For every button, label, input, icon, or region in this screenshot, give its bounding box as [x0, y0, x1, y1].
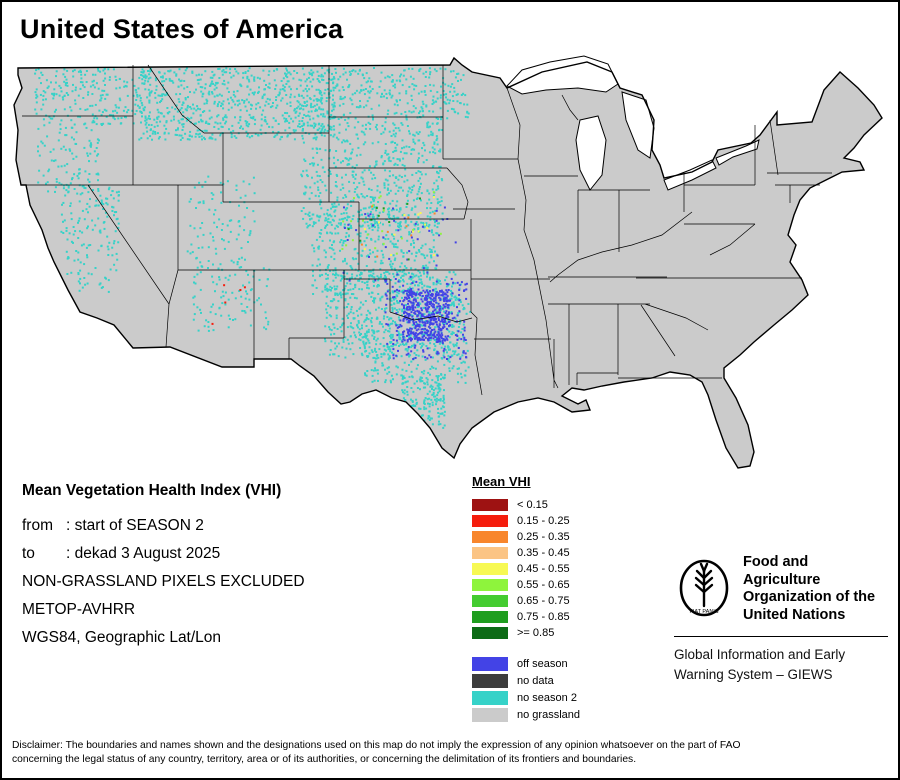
text-line: Warning System – GIEWS — [674, 666, 833, 682]
info-rows: from: start of SEASON 2 to: dekad 3 Augus… — [22, 512, 305, 652]
legend-swatch — [472, 547, 508, 559]
state-borders — [21, 64, 832, 396]
legend-row: no grassland — [472, 706, 580, 723]
giews-caption: Global Information and Early Warning Syst… — [674, 645, 888, 684]
legend-swatch — [472, 690, 508, 705]
legend-label: 0.75 - 0.85 — [517, 611, 570, 623]
legend-swatch — [472, 627, 508, 639]
great-lakes — [506, 55, 760, 191]
info-text: dekad 3 August 2025 — [74, 545, 221, 562]
info-text: : — [66, 517, 75, 534]
text-line: Global Information and Early — [674, 647, 846, 662]
legend-row: 0.65 - 0.75 — [472, 593, 580, 609]
legend-swatch — [472, 563, 508, 575]
disclaimer: Disclaimer: The boundaries and names sho… — [12, 739, 894, 766]
text-line: concerning the legal status of any count… — [12, 753, 637, 765]
lake-huron — [621, 91, 655, 159]
fao-header: FIAT PANIS Food and Agriculture Organizat… — [674, 554, 888, 624]
legend-swatch — [472, 499, 508, 511]
legend-row: off season — [472, 655, 580, 672]
fao-block: FIAT PANIS Food and Agriculture Organizat… — [674, 554, 888, 684]
legend-row: 0.35 - 0.45 — [472, 545, 580, 561]
legend-row: 0.25 - 0.35 — [472, 529, 580, 545]
info-text: from — [22, 517, 53, 534]
fao-org-name: Food and Agriculture Organization of the U… — [743, 554, 888, 624]
page-title: United States of America — [20, 14, 344, 44]
legend-row: 0.55 - 0.65 — [472, 577, 580, 593]
info-row: to: dekad 3 August 2025 — [22, 540, 305, 568]
lake-michigan — [575, 115, 607, 191]
text-line: Food and Agriculture — [743, 554, 821, 588]
info-row: WGS84, Geographic Lat/Lon — [22, 629, 222, 646]
legend-label: no grassland — [517, 708, 580, 721]
legend-swatch — [472, 515, 508, 527]
legend-row: >= 0.85 — [472, 625, 580, 641]
legend-swatch — [472, 673, 508, 688]
legend-row: < 0.15 — [472, 497, 580, 513]
text-line: United Nations — [743, 606, 846, 623]
fao-logo-icon: FIAT PANIS — [679, 559, 729, 617]
legend-label: >= 0.85 — [517, 627, 555, 639]
legend-label: no season 2 — [517, 691, 577, 704]
legend-row: 0.45 - 0.55 — [472, 561, 580, 577]
lake-ontario — [715, 139, 760, 166]
legend-label: 0.25 - 0.35 — [517, 531, 570, 543]
fao-motto: FIAT PANIS — [689, 609, 718, 615]
info-heading: Mean Vegetation Health Index (VHI) — [22, 482, 282, 499]
legend-label: < 0.15 — [517, 499, 548, 511]
legend-swatch — [472, 595, 508, 607]
special-legend-rows: off season no data no season 2 no grassland — [472, 655, 580, 723]
legend-row: no season 2 — [472, 689, 580, 706]
legend-label: 0.55 - 0.65 — [517, 579, 570, 591]
text-line: Organization of the — [743, 589, 876, 605]
fao-divider — [674, 636, 888, 637]
legend-label: 0.15 - 0.25 — [517, 515, 570, 527]
legend-label: 0.45 - 0.55 — [517, 563, 570, 575]
info-row: from: start of SEASON 2 — [22, 512, 305, 540]
text-line: Disclaimer: The boundaries and names sho… — [12, 740, 741, 751]
legend-swatch — [472, 579, 508, 591]
info-row: NON-GRASSLAND PIXELS EXCLUDED — [22, 573, 305, 590]
legend-row: no data — [472, 672, 580, 689]
info-text: start of SEASON 2 — [74, 517, 204, 534]
legend-swatch — [472, 611, 508, 623]
info-text: to — [22, 545, 35, 562]
lake-superior — [506, 55, 619, 95]
legend-row: 0.75 - 0.85 — [472, 609, 580, 625]
info-row: METOP-AVHRR — [22, 601, 136, 618]
us-landmass — [14, 58, 882, 468]
legend-swatch — [472, 707, 508, 722]
legend-label: off season — [517, 657, 568, 670]
info-text: : — [66, 545, 75, 562]
legend-label: 0.65 - 0.75 — [517, 595, 570, 607]
legend-label: no data — [517, 674, 554, 687]
vhi-legend-rows: < 0.15 0.15 - 0.25 0.25 - 0.35 0.35 - 0.45 0… — [472, 497, 580, 641]
legend-swatch — [472, 656, 508, 671]
legend-swatch — [472, 531, 508, 543]
us-map — [13, 55, 883, 469]
lake-erie — [663, 159, 717, 191]
legend: Mean VHI < 0.15 0.15 - 0.25 0.25 - 0.35 0.3… — [472, 474, 580, 723]
legend-title: Mean VHI — [472, 474, 531, 489]
map-info-block: Mean Vegetation Health Index (VHI) from:… — [22, 482, 305, 652]
legend-row: 0.15 - 0.25 — [472, 513, 580, 529]
legend-label: 0.35 - 0.45 — [517, 547, 570, 559]
